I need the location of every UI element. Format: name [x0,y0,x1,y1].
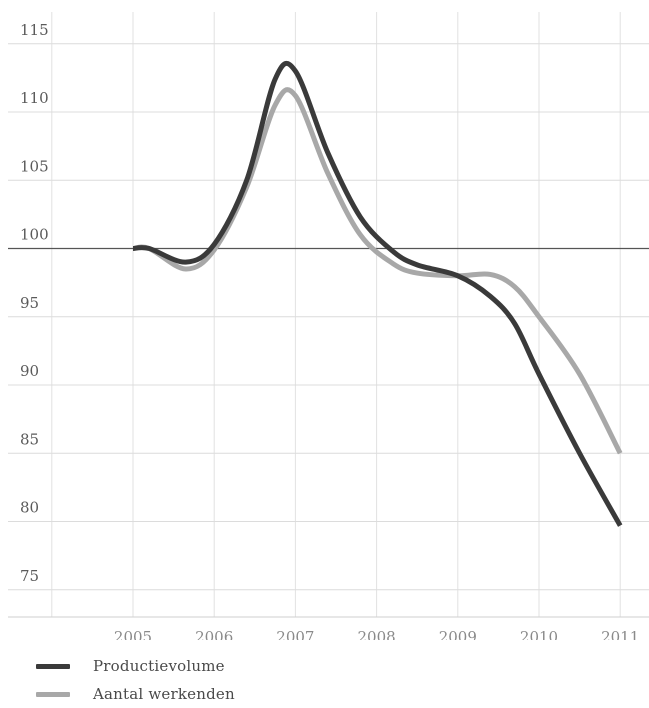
x-tick-label: 2005 [114,628,152,640]
legend-swatch-productievolume [36,663,70,669]
x-tick-label: 2008 [358,628,396,640]
line-chart: 115 110 105 100 95 90 85 80 75 2005 2006 2007 2008 20… [8,12,649,640]
y-tick-label: 75 [20,567,39,585]
legend: Productievolume Aantal werkenden [36,652,235,708]
series-line-aantal-werkenden [132,87,623,455]
y-tick-label: 115 [20,21,49,39]
y-tick-label: 95 [20,294,39,312]
series-line-productievolume [132,60,623,527]
y-tick-label: 85 [20,430,39,448]
y-tick-label: 110 [20,89,49,107]
y-tick-label: 100 [20,226,49,244]
legend-label-productievolume: Productievolume [93,657,225,675]
legend-item-aantal-werkenden: Aantal werkenden [36,680,235,708]
legend-label-aantal-werkenden: Aantal werkenden [93,685,235,703]
y-tick-label: 105 [20,157,49,175]
y-tick-label: 80 [20,499,39,517]
legend-swatch-aantal-werkenden [36,691,70,697]
legend-item-productievolume: Productievolume [36,652,235,680]
x-tick-label: 2011 [601,628,639,640]
x-tick-label: 2007 [276,628,314,640]
y-tick-label: 90 [20,362,39,380]
x-tick-label: 2006 [195,628,233,640]
x-tick-label: 2010 [520,628,558,640]
x-tick-label: 2009 [439,628,477,640]
